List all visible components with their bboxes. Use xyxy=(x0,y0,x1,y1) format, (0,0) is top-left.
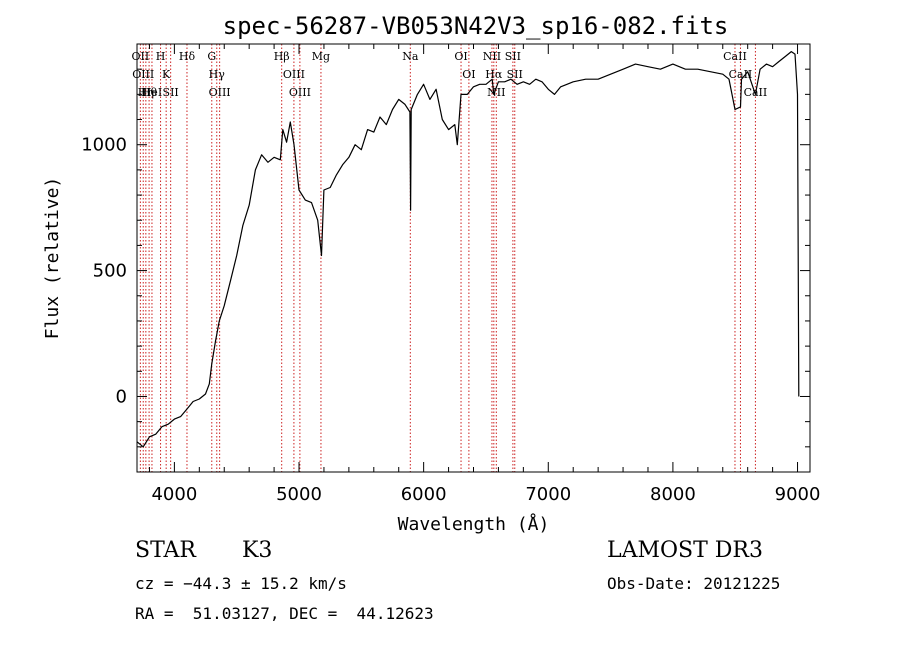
y-axis-label: Flux (relative) xyxy=(42,177,63,340)
line-label: SII xyxy=(163,86,179,99)
y-tick-label: 1000 xyxy=(81,135,127,156)
object-class: STAR xyxy=(135,538,196,563)
line-label: SII xyxy=(505,50,521,63)
line-label: Hη xyxy=(138,86,154,99)
line-label: SII xyxy=(507,68,523,81)
x-tick-label: 4000 xyxy=(151,484,197,505)
line-label: Hα xyxy=(485,68,503,81)
line-label: OIII xyxy=(209,86,231,99)
line-label: OIII xyxy=(283,68,305,81)
line-label: CaII xyxy=(729,68,753,81)
line-label: HeI xyxy=(142,86,162,99)
redshift-readout: cz = −44.3 ± 15.2 km/s xyxy=(135,574,347,593)
y-tick-label: 0 xyxy=(116,386,127,407)
line-label: OI xyxy=(462,68,475,81)
x-tick-label: 6000 xyxy=(401,484,447,505)
line-label: Na xyxy=(402,50,419,63)
line-label: G xyxy=(207,50,216,63)
line-label: OIII xyxy=(289,86,311,99)
line-label: K xyxy=(162,68,171,81)
line-label: Hθ xyxy=(141,86,158,99)
line-label: OII xyxy=(132,50,150,63)
survey-label: LAMOST DR3 xyxy=(607,538,763,563)
obs-date: Obs-Date: 20121225 xyxy=(607,574,781,593)
spectrum-trace xyxy=(136,51,800,448)
line-label: CaII xyxy=(723,50,747,63)
line-label: OI xyxy=(454,50,467,63)
x-tick-label: 7000 xyxy=(525,484,571,505)
line-label: Mg xyxy=(312,50,330,63)
line-label: Hδ xyxy=(179,50,196,63)
line-label: Hγ xyxy=(209,68,226,81)
x-tick-label: 9000 xyxy=(775,484,821,505)
object-subclass: K3 xyxy=(242,538,273,563)
chart-title: spec-56287-VB053N42V3_sp16-082.fits xyxy=(223,12,729,40)
line-label: NII xyxy=(483,50,501,63)
x-axis-label: Wavelength (Å) xyxy=(398,513,550,535)
x-tick-label: 8000 xyxy=(650,484,696,505)
x-tick-label: 5000 xyxy=(276,484,322,505)
plot-frame xyxy=(136,43,811,473)
line-label: Hβ xyxy=(274,50,290,63)
y-tick-label: 500 xyxy=(93,261,127,282)
line-label: NII xyxy=(487,86,505,99)
line-label: OIII xyxy=(132,68,154,81)
ra-dec-readout: RA = 51.03127, DEC = 44.12623 xyxy=(135,604,434,623)
line-label: H xyxy=(156,50,166,63)
